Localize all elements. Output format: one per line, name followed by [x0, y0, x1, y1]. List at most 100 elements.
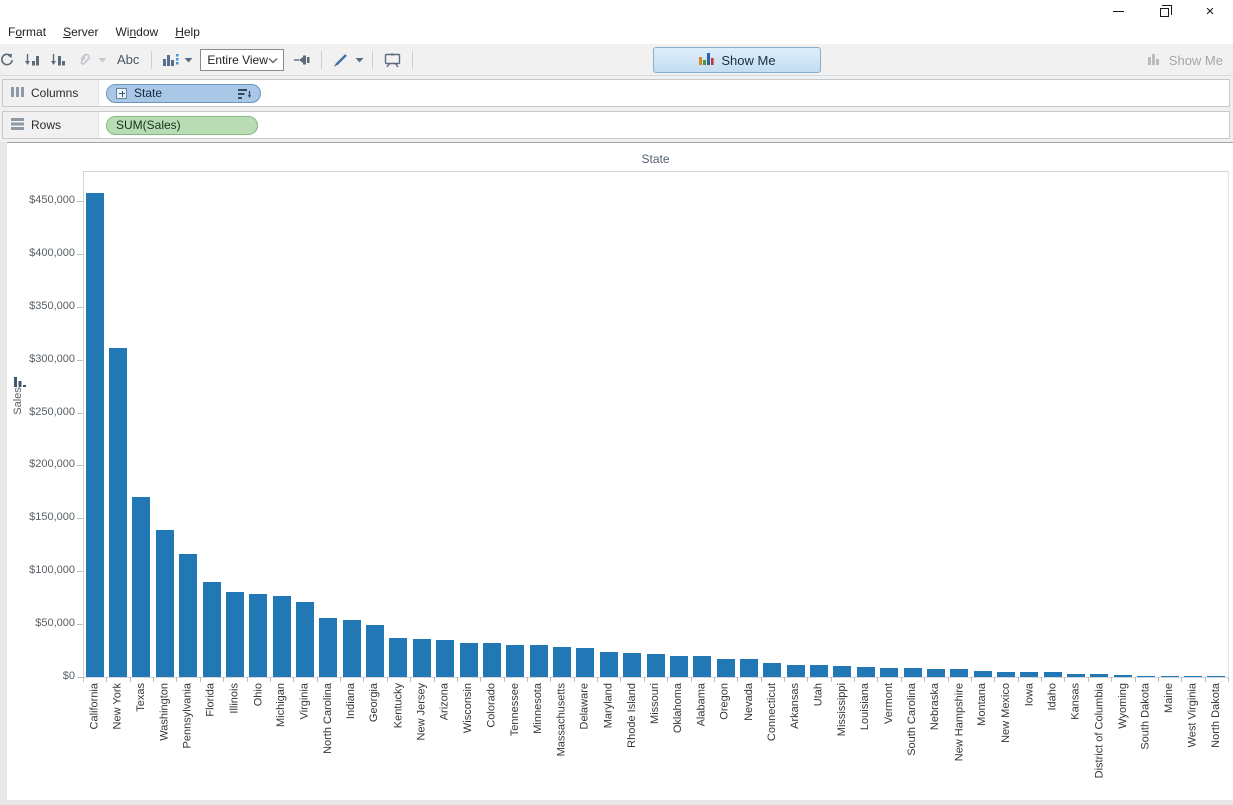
y-tick-label: $400,000	[29, 246, 75, 259]
presentation-mode-icon[interactable]	[378, 47, 407, 73]
x-tick-mark	[363, 677, 365, 682]
bar-pennsylvania[interactable]	[179, 554, 198, 677]
bar-delaware[interactable]	[576, 648, 595, 677]
expand-plus-icon[interactable]	[116, 87, 127, 99]
bar-louisiana[interactable]	[856, 667, 875, 677]
bar-south-dakota[interactable]	[1137, 676, 1156, 677]
bar-minnesota[interactable]	[529, 645, 548, 677]
x-tick-mark	[129, 677, 131, 682]
bar-wisconsin[interactable]	[459, 643, 478, 677]
rows-shelf[interactable]: Rows SUM(Sales)	[2, 111, 1230, 139]
bar-indiana[interactable]	[342, 620, 361, 677]
bar-vermont[interactable]	[880, 668, 899, 677]
bar-idaho[interactable]	[1043, 672, 1062, 677]
swap-rows-columns-icon[interactable]	[0, 47, 19, 73]
highlight-pen-icon[interactable]	[327, 47, 355, 73]
menu-format[interactable]: Format	[8, 25, 47, 39]
x-tick-mark	[153, 677, 155, 682]
sort-descending-icon[interactable]	[45, 47, 71, 73]
close-button[interactable]: ×	[1187, 0, 1233, 22]
y-tick-mark	[77, 412, 83, 414]
columns-shelf-header: Columns	[3, 80, 99, 106]
bar-rhode-island[interactable]	[623, 653, 642, 677]
show-mark-labels-icon[interactable]: Abc	[117, 52, 140, 67]
bar-north-carolina[interactable]	[319, 618, 338, 677]
bar-new-hampshire[interactable]	[950, 669, 969, 677]
columns-shelf[interactable]: Columns State	[2, 79, 1230, 107]
group-members-icon[interactable]	[71, 47, 98, 73]
x-tick-mark	[994, 677, 996, 682]
bar-south-carolina[interactable]	[903, 668, 922, 677]
bar-virginia[interactable]	[295, 602, 314, 677]
highlight-dropdown-icon[interactable]	[355, 57, 367, 63]
x-tick-mark	[386, 677, 388, 682]
menu-help[interactable]: Help	[175, 25, 200, 39]
minimize-button[interactable]	[1095, 0, 1141, 22]
y-tick-mark	[77, 465, 83, 467]
pill-sort-descending-icon[interactable]	[238, 88, 251, 99]
bar-missouri[interactable]	[646, 654, 665, 677]
fix-axes-pin-icon[interactable]	[288, 47, 316, 73]
bar-west-virginia[interactable]	[1183, 676, 1202, 677]
cards-dropdown-icon[interactable]	[184, 57, 196, 63]
menu-window[interactable]: Window	[115, 25, 159, 39]
x-tick-mark	[713, 677, 715, 682]
x-tick-mark	[246, 677, 248, 682]
state-pill[interactable]: State	[106, 83, 261, 103]
bar-michigan[interactable]	[272, 596, 291, 677]
bar-nebraska[interactable]	[926, 669, 945, 677]
bar-iowa[interactable]	[1020, 672, 1039, 677]
bar-oregon[interactable]	[716, 659, 735, 677]
fit-selector-value: Entire View	[207, 52, 268, 67]
sort-ascending-icon[interactable]	[19, 47, 45, 73]
bar-colorado[interactable]	[482, 643, 501, 677]
show-me-button[interactable]: Show Me	[653, 47, 821, 73]
y-tick-label: $0	[62, 670, 75, 682]
bar-california[interactable]	[85, 193, 104, 677]
bar-district-of-columbia[interactable]	[1090, 674, 1109, 677]
bar-connecticut[interactable]	[763, 663, 782, 677]
chart-column-header[interactable]: State	[641, 152, 670, 166]
bar-ohio[interactable]	[249, 594, 268, 677]
bar-new-york[interactable]	[109, 348, 128, 677]
y-tick-mark	[77, 306, 83, 308]
bar-kansas[interactable]	[1067, 674, 1086, 677]
bar-mississippi[interactable]	[833, 666, 852, 677]
bar-florida[interactable]	[202, 582, 221, 677]
bar-new-jersey[interactable]	[412, 639, 431, 677]
sum-sales-pill[interactable]: SUM(Sales)	[106, 115, 258, 135]
bar-massachusetts[interactable]	[553, 647, 572, 677]
bar-alabama[interactable]	[693, 656, 712, 677]
bar-utah[interactable]	[810, 665, 829, 677]
group-dropdown-icon[interactable]	[98, 57, 110, 63]
bar-kentucky[interactable]	[389, 638, 408, 677]
axis-sort-icon[interactable]	[14, 375, 27, 393]
bar-illinois[interactable]	[225, 592, 244, 677]
bar-montana[interactable]	[973, 671, 992, 677]
fit-selector[interactable]: Entire View	[200, 48, 285, 71]
bar-maine[interactable]	[1160, 676, 1179, 677]
bar-wyoming[interactable]	[1113, 675, 1132, 677]
bar-north-dakota[interactable]	[1207, 676, 1226, 677]
bar-oklahoma[interactable]	[669, 656, 688, 677]
menubar-items: Format Server Window Help	[0, 20, 1233, 44]
state-pill-label: State	[134, 86, 163, 100]
x-tick-mark	[269, 677, 271, 682]
rows-shelf-label: Rows	[31, 118, 62, 132]
y-tick-mark	[77, 624, 83, 626]
bar-washington[interactable]	[155, 530, 174, 677]
bar-arkansas[interactable]	[786, 665, 805, 677]
y-tick-label: $150,000	[29, 511, 75, 524]
x-axis-line	[83, 677, 1228, 678]
bar-maryland[interactable]	[599, 652, 618, 677]
bar-georgia[interactable]	[366, 625, 385, 677]
bar-arizona[interactable]	[436, 640, 455, 677]
bar-new-mexico[interactable]	[997, 672, 1015, 677]
menu-server[interactable]: Server	[63, 25, 99, 39]
x-tick-mark	[223, 677, 225, 682]
show-hide-cards-icon[interactable]	[157, 47, 184, 73]
bar-nevada[interactable]	[739, 659, 758, 677]
bar-tennessee[interactable]	[506, 645, 525, 677]
restore-button[interactable]	[1141, 0, 1187, 22]
bar-texas[interactable]	[132, 497, 151, 677]
